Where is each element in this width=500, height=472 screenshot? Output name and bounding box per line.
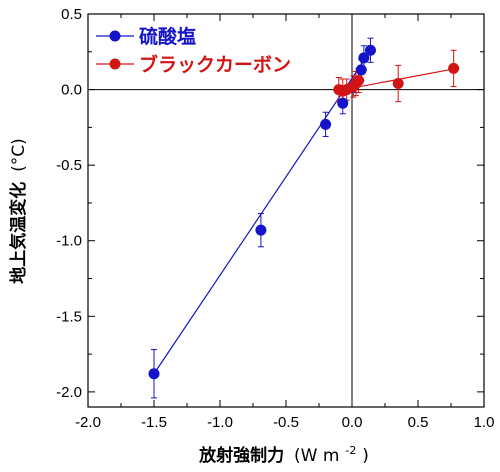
x-axis-title: 放射強制力 (W m -2 )	[198, 439, 369, 466]
data-point-sulfate	[255, 224, 267, 236]
error-bars	[148, 37, 459, 399]
legend-marker-sulfate	[109, 30, 121, 42]
x-tick-label: -1.5	[141, 414, 167, 431]
legend-label-black-carbon: ブラックカーボン	[139, 53, 291, 76]
zero-lines	[88, 14, 484, 407]
x-axis-label: 放射強制力	[198, 445, 284, 466]
x-axis-unit-close: )	[362, 446, 369, 466]
x-axis-unit: (W m	[294, 446, 339, 466]
fit-lines	[153, 48, 457, 375]
data-point-black-carbon	[392, 78, 404, 90]
x-tick-label: -0.5	[273, 414, 299, 431]
y-tick-label: -2.0	[56, 384, 82, 401]
y-axis-label: 地上気温変化	[8, 182, 29, 284]
fit-line-sulfate	[153, 48, 373, 375]
x-tick-label: 1.0	[474, 414, 495, 431]
data-point-sulfate	[320, 118, 332, 130]
data-point-sulfate	[358, 52, 370, 64]
y-tick-label: -1.0	[56, 233, 82, 250]
x-tick-label: -1.0	[207, 414, 233, 431]
data-point-sulfate	[337, 97, 349, 109]
data-point-black-carbon	[448, 62, 460, 74]
x-tick-label: -2.0	[75, 414, 101, 431]
y-axis-title: 地上気温変化 (°C)	[8, 138, 29, 284]
x-tick-label: 0.0	[342, 414, 363, 431]
y-axis-unit: (°C)	[9, 138, 29, 172]
x-tick-label: 0.5	[408, 414, 429, 431]
legend-label-sulfate: 硫酸塩	[139, 25, 196, 48]
data-point-sulfate	[355, 64, 367, 76]
data-point-sulfate	[364, 44, 376, 56]
axis-ticks: -2.0 -1.5 -1.0 -0.5 0.0 0.5 1.0 -2.0 -1.5 -1.0 -0.…	[56, 6, 494, 431]
y-tick-label: -0.5	[56, 157, 82, 174]
data-point-black-carbon	[353, 75, 365, 87]
y-tick-label: 0.0	[61, 82, 82, 99]
y-tick-label: -1.5	[56, 308, 82, 325]
legend-marker-black-carbon	[109, 58, 121, 70]
data-points	[148, 44, 460, 380]
x-axis-unit-superscript: -2	[345, 444, 356, 457]
y-tick-label: 0.5	[61, 6, 82, 23]
data-point-sulfate	[148, 368, 160, 380]
legend: 硫酸塩 ブラックカーボン	[96, 25, 291, 76]
